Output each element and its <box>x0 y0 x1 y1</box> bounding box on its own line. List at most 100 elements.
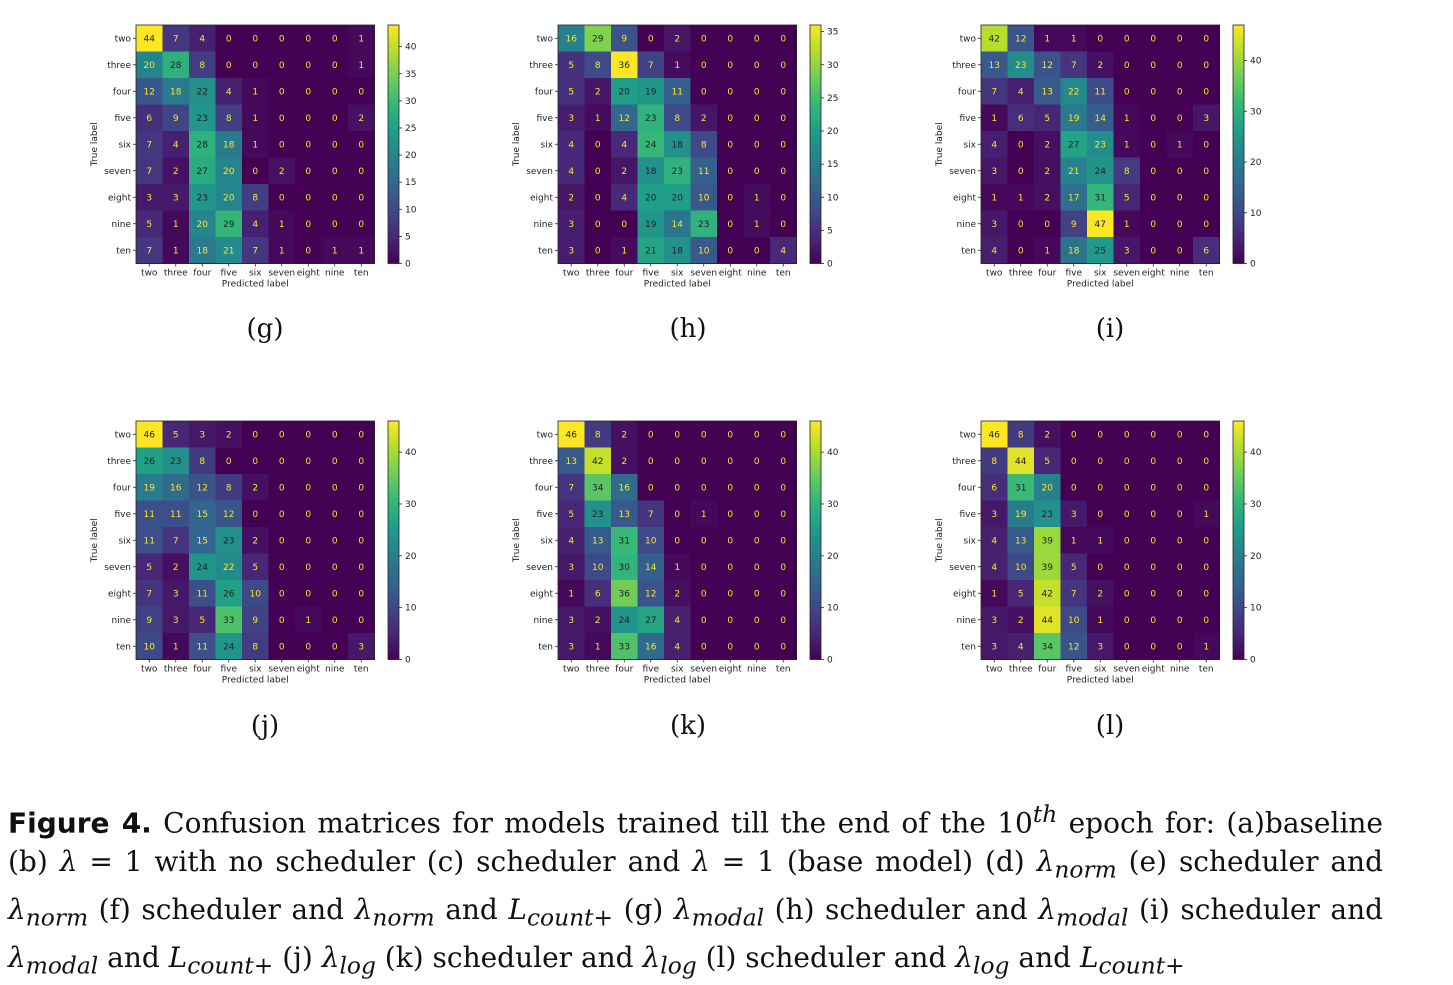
heatmap-cell <box>611 606 638 634</box>
cell-value: 1 <box>568 589 574 599</box>
heatmap-cell <box>162 447 190 475</box>
heatmap-cell <box>295 237 322 264</box>
heatmap-cell <box>1007 184 1035 211</box>
cell-value: 1 <box>252 114 258 124</box>
cell-value: 0 <box>780 483 786 493</box>
y-axis-label: True label <box>935 518 945 563</box>
y-tick-label: three <box>529 457 553 467</box>
heatmap-cell <box>1034 237 1061 264</box>
heatmap-cell <box>1193 606 1220 634</box>
x-tick-label: ten <box>354 665 369 675</box>
heatmap-cell <box>242 606 269 634</box>
cell-value: 24 <box>645 140 657 150</box>
heatmap-cell <box>1113 553 1141 581</box>
confusion-matrix-l: 46 8 2 0 0 0 0 0 0 8 44 5 0 0 0 0 0 0 6 31 20 0 0 0 0 0 0 3 19 23 3 0 0 0… <box>915 406 1315 706</box>
cell-value: 0 <box>1150 220 1156 230</box>
cell-value: 24 <box>619 616 631 626</box>
heatmap-cell <box>189 606 216 634</box>
cell-value: 8 <box>701 140 707 150</box>
cell-value: 0 <box>1150 61 1156 71</box>
cell-value: 0 <box>1150 114 1156 124</box>
cell-value: 0 <box>1203 563 1209 573</box>
heatmap-cell <box>162 633 190 660</box>
cell-value: 14 <box>672 220 684 230</box>
caption-text: and <box>434 892 509 926</box>
heatmap-cell <box>268 104 296 132</box>
heatmap-cell <box>743 500 771 528</box>
cell-value: 44 <box>1042 616 1054 626</box>
y-tick-label: nine <box>534 616 554 626</box>
cell-value: 2 <box>252 483 258 493</box>
cell-value: 0 <box>1203 457 1209 467</box>
cell-value: 0 <box>358 430 364 440</box>
heatmap-cell <box>558 580 585 607</box>
cell-value: 0 <box>754 457 760 467</box>
heatmap-cell <box>1193 184 1220 211</box>
x-axis-label: Predicted label <box>644 280 711 290</box>
heatmap-cell <box>215 25 243 52</box>
figure-label: Figure 4. <box>8 806 152 840</box>
cell-value: 21 <box>1068 167 1079 177</box>
heatmap-cell <box>321 474 349 501</box>
heatmap-cell <box>743 184 771 211</box>
heatmap-cell <box>321 210 349 238</box>
heatmap-cell <box>611 210 638 238</box>
cell-value: 4 <box>621 140 627 150</box>
heatmap-cell <box>637 500 665 528</box>
x-tick-label: four <box>193 665 211 675</box>
heatmap-cell <box>295 633 322 660</box>
heatmap-cell <box>743 553 771 581</box>
heatmap-cell <box>664 25 691 52</box>
cell-value: 0 <box>727 140 733 150</box>
cell-value: 0 <box>754 642 760 652</box>
cell-value: 5 <box>1071 563 1077 573</box>
x-tick-label: eight <box>719 665 742 675</box>
heatmap-cell <box>1193 51 1220 79</box>
cell-value: 0 <box>305 563 311 573</box>
cell-value: 0 <box>305 220 311 230</box>
heatmap-cell <box>1060 421 1088 448</box>
heatmap-cell <box>717 553 744 581</box>
cell-value: 0 <box>1150 140 1156 150</box>
cell-value: 20 <box>223 167 235 177</box>
heatmap-cell <box>1060 474 1088 501</box>
cell-value: 0 <box>305 193 311 203</box>
cell-value: 23 <box>1042 510 1053 520</box>
heatmap-cell <box>981 500 1008 528</box>
heatmap-cell <box>136 527 163 554</box>
heatmap-cell <box>242 51 269 79</box>
cell-value: 0 <box>1203 589 1209 599</box>
heatmap-cell <box>584 447 612 475</box>
cell-value: 1 <box>332 246 338 256</box>
heatmap-cell <box>1007 633 1035 660</box>
heatmap-cell <box>268 25 296 52</box>
heatmap-cell <box>664 447 691 475</box>
cell-value: 0 <box>1177 34 1183 44</box>
cell-value: 1 <box>754 220 760 230</box>
cell-value: 3 <box>173 589 179 599</box>
heatmap-cell <box>717 131 744 158</box>
y-tick-label: two <box>115 34 132 44</box>
cell-value: 0 <box>279 457 285 467</box>
cell-value: 12 <box>1042 61 1053 71</box>
heatmap-cell <box>584 580 612 607</box>
cell-value: 10 <box>1015 563 1027 573</box>
heatmap-cell <box>348 553 375 581</box>
heatmap-cell <box>1060 500 1088 528</box>
cell-value: 22 <box>197 87 208 97</box>
cell-value: 0 <box>780 34 786 44</box>
heatmap-cell <box>1166 421 1194 448</box>
heatmap-cell <box>189 553 216 581</box>
heatmap-cell <box>1166 633 1194 660</box>
cell-value: 0 <box>226 61 232 71</box>
heatmap-cell <box>1113 447 1141 475</box>
heatmap-cell <box>664 474 691 501</box>
cell-value: 10 <box>592 563 604 573</box>
heatmap-cell <box>558 25 585 52</box>
heatmap-cell <box>348 210 375 238</box>
heatmap-cell <box>611 500 638 528</box>
cell-value: 2 <box>173 563 179 573</box>
heatmap-cell <box>690 237 718 264</box>
cell-value: 1 <box>1124 140 1130 150</box>
heatmap-cell <box>1193 553 1220 581</box>
